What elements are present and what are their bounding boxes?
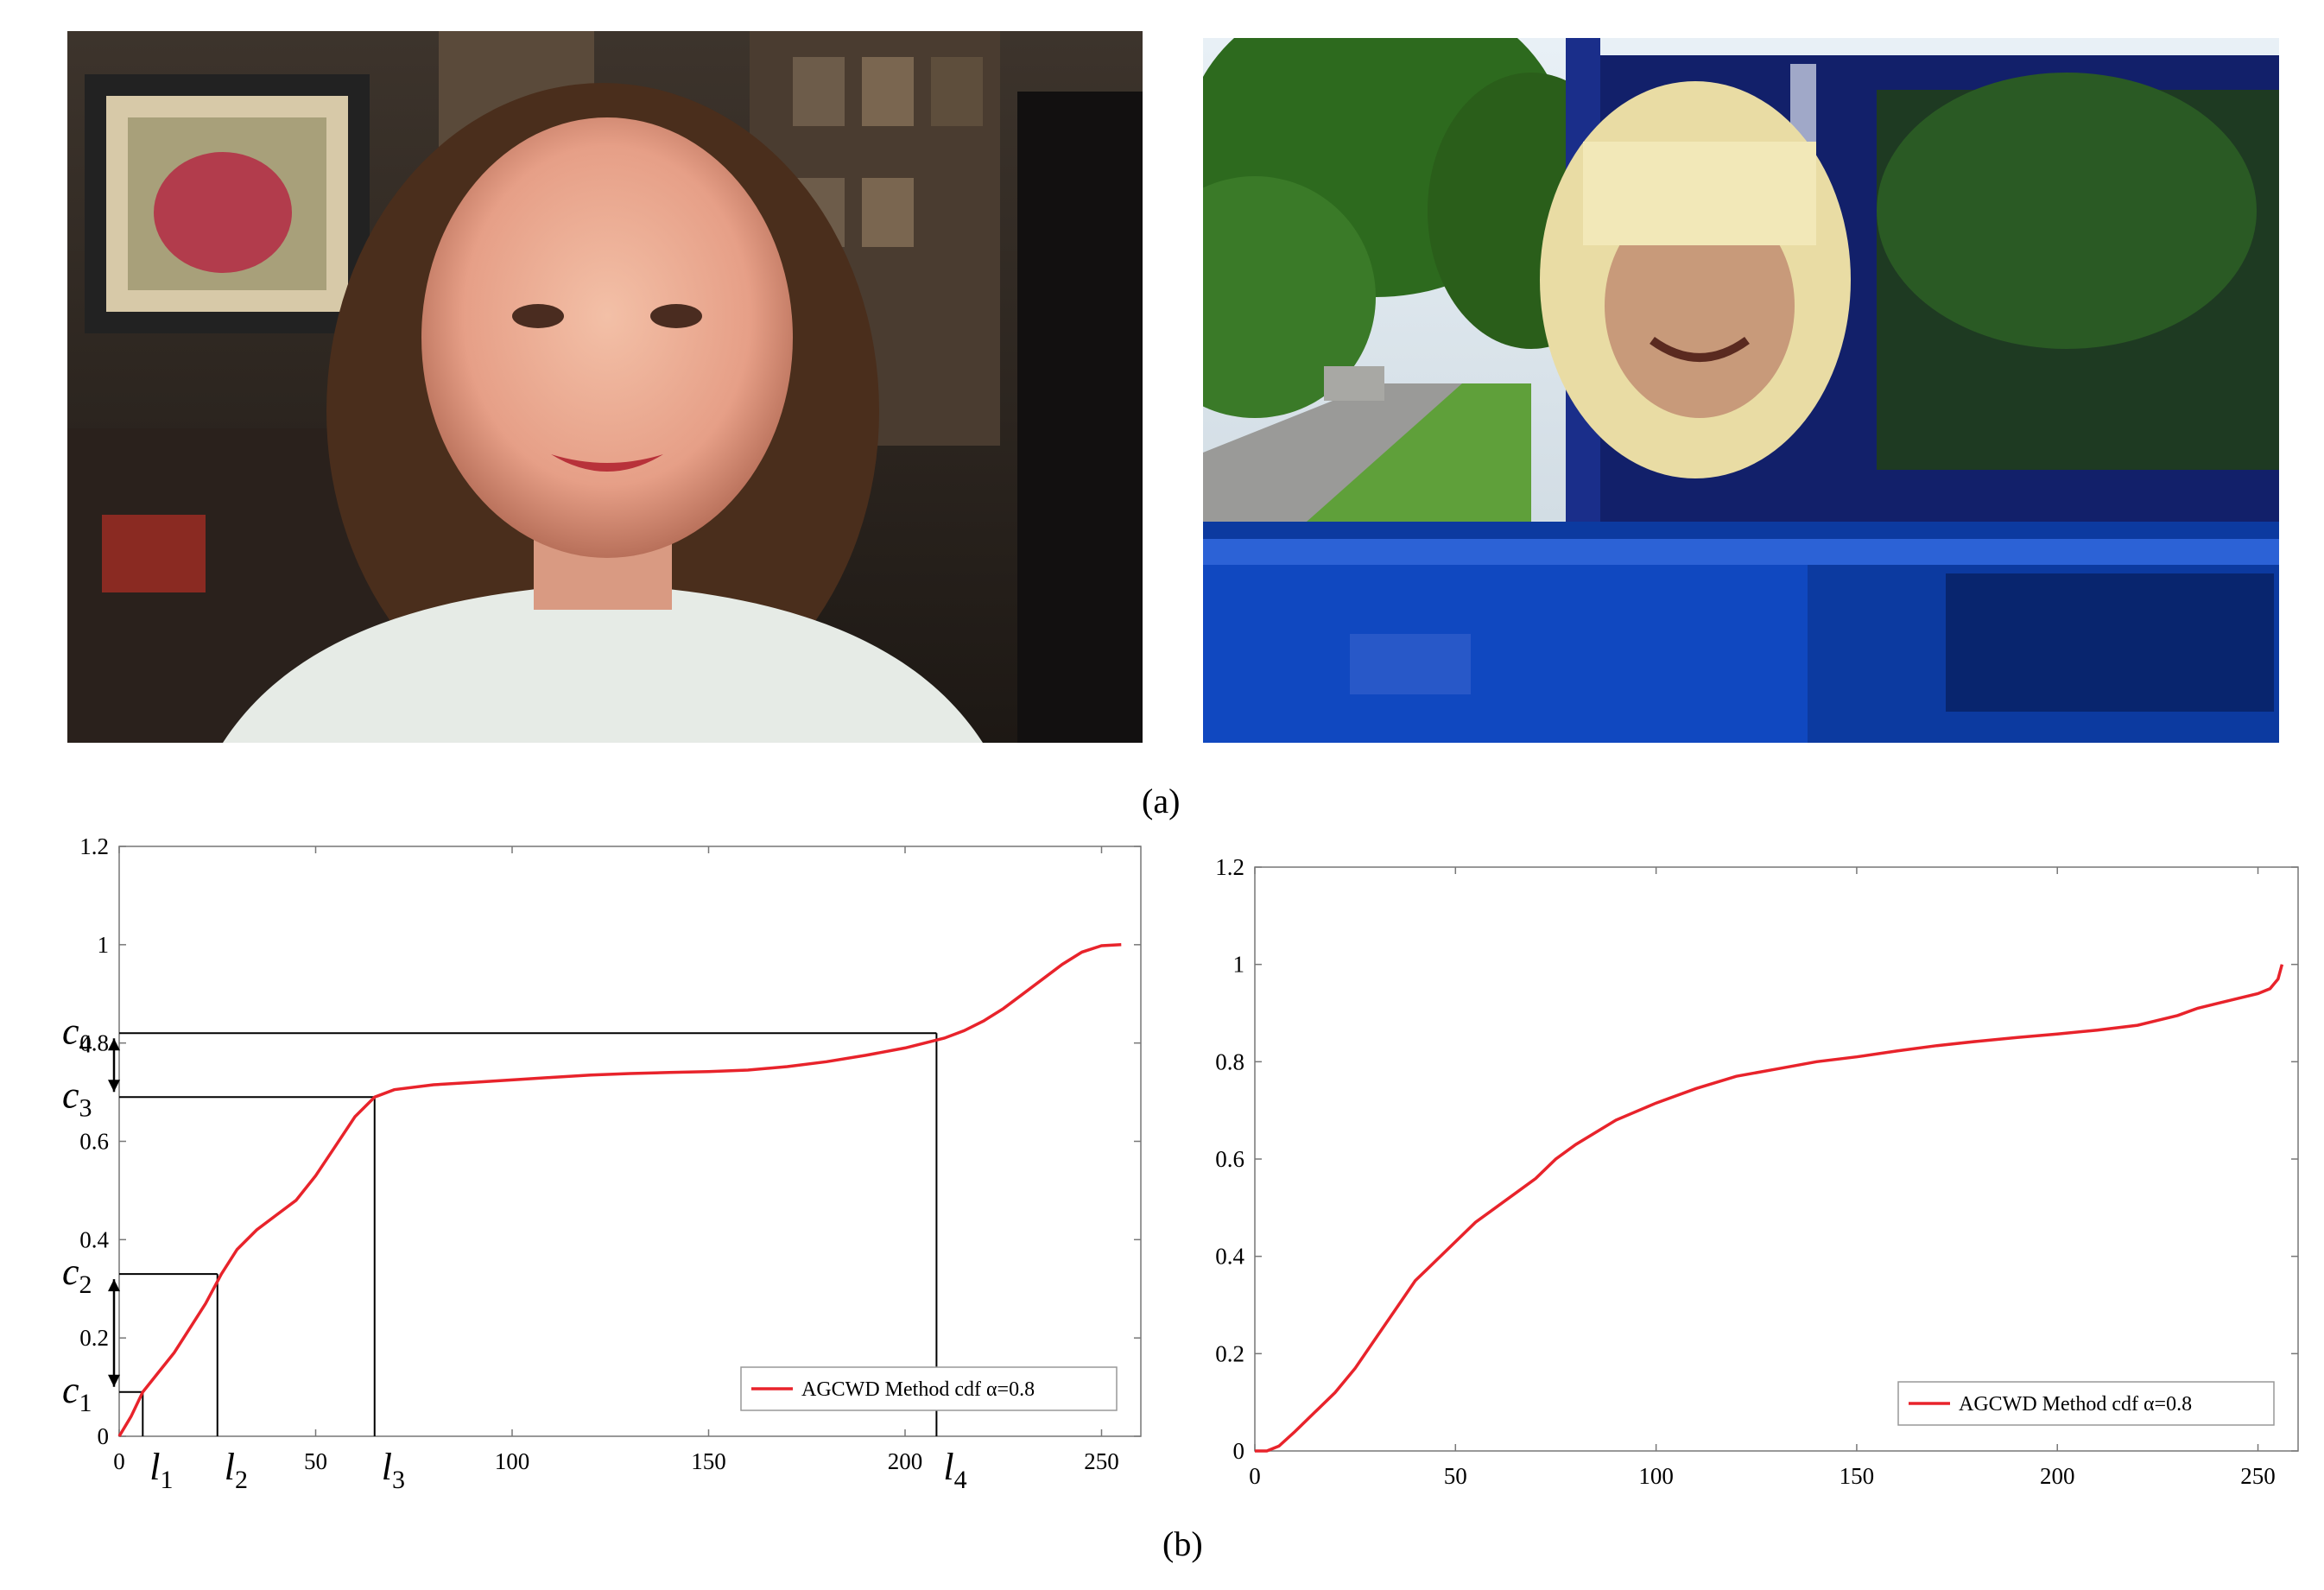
y-tick-label: 0.8 xyxy=(79,1030,109,1056)
portrait-photo xyxy=(67,31,1143,743)
legend-box xyxy=(740,1366,1118,1411)
x-tick-label: 50 xyxy=(1444,1463,1467,1489)
legend-label: AGCWD Method cdf α=0.8 xyxy=(1959,1393,2192,1416)
level-label: l2 xyxy=(225,1446,248,1494)
plot-frame xyxy=(118,846,1142,1437)
x-tick-label: 200 xyxy=(888,1448,923,1474)
x-tick-label: 50 xyxy=(304,1448,327,1474)
x-tick-label: 150 xyxy=(691,1448,726,1474)
y-tick-label: 1 xyxy=(98,932,110,958)
cdf-series-line xyxy=(117,943,1122,1437)
y-tick-label: 0.2 xyxy=(79,1325,109,1351)
y-tick-label: 0 xyxy=(1233,1438,1245,1464)
y-tick-label: 0 xyxy=(98,1423,110,1449)
cdf-label: c2 xyxy=(62,1251,92,1299)
legend-box xyxy=(1897,1381,2275,1426)
arrow-head xyxy=(108,1279,120,1292)
caption-b: (b) xyxy=(1162,1524,1203,1563)
cdf-chart-left: 0 50 100 150 200 250 0 0.2 0.4 0.6 0.8 1 1.2 l1 c1 l2 c2… xyxy=(62,833,1142,1494)
y-tick-label: 1 xyxy=(1233,952,1245,978)
x-tick-label: 0 xyxy=(1249,1463,1261,1489)
level-label: l3 xyxy=(382,1446,405,1494)
arrow-head xyxy=(108,1374,120,1387)
legend-label: AGCWD Method cdf α=0.8 xyxy=(801,1378,1035,1401)
x-tick-label: 100 xyxy=(495,1448,530,1474)
y-tick-label: 0.2 xyxy=(1215,1340,1244,1366)
y-tick-label: 0.6 xyxy=(1215,1146,1244,1172)
plot-frame xyxy=(1254,866,2299,1452)
cdf-label: c4 xyxy=(62,1010,92,1058)
x-tick-label: 150 xyxy=(1840,1463,1875,1489)
arrow-head xyxy=(108,1080,120,1093)
y-tick-label: 0.8 xyxy=(1215,1048,1244,1074)
cdf-label: c1 xyxy=(62,1369,92,1417)
y-tick-label: 0.6 xyxy=(79,1129,109,1155)
truck-photo xyxy=(1203,38,2279,743)
x-tick-label: 0 xyxy=(113,1448,125,1474)
y-tick-label: 1.2 xyxy=(1215,854,1244,880)
arrow-head xyxy=(108,1038,120,1051)
y-tick-label: 1.2 xyxy=(79,833,109,859)
level-label: l4 xyxy=(943,1446,966,1494)
y-tick-label: 0.4 xyxy=(1215,1244,1244,1270)
x-tick-label: 100 xyxy=(1638,1463,1674,1489)
level-label: l1 xyxy=(149,1446,173,1494)
y-tick-label: 0.4 xyxy=(79,1226,109,1252)
cdf-label: c3 xyxy=(62,1074,92,1122)
x-tick-label: 250 xyxy=(1084,1448,1119,1474)
x-tick-label: 200 xyxy=(2040,1463,2075,1489)
cdf-series-line xyxy=(1255,964,2284,1453)
cdf-chart-right: 0 50 100 150 200 250 0 0.2 0.4 0.6 0.8 1 1.2 AGCWD Me… xyxy=(1215,854,2299,1489)
x-tick-label: 250 xyxy=(2240,1463,2276,1489)
caption-a: (a) xyxy=(1142,782,1181,820)
